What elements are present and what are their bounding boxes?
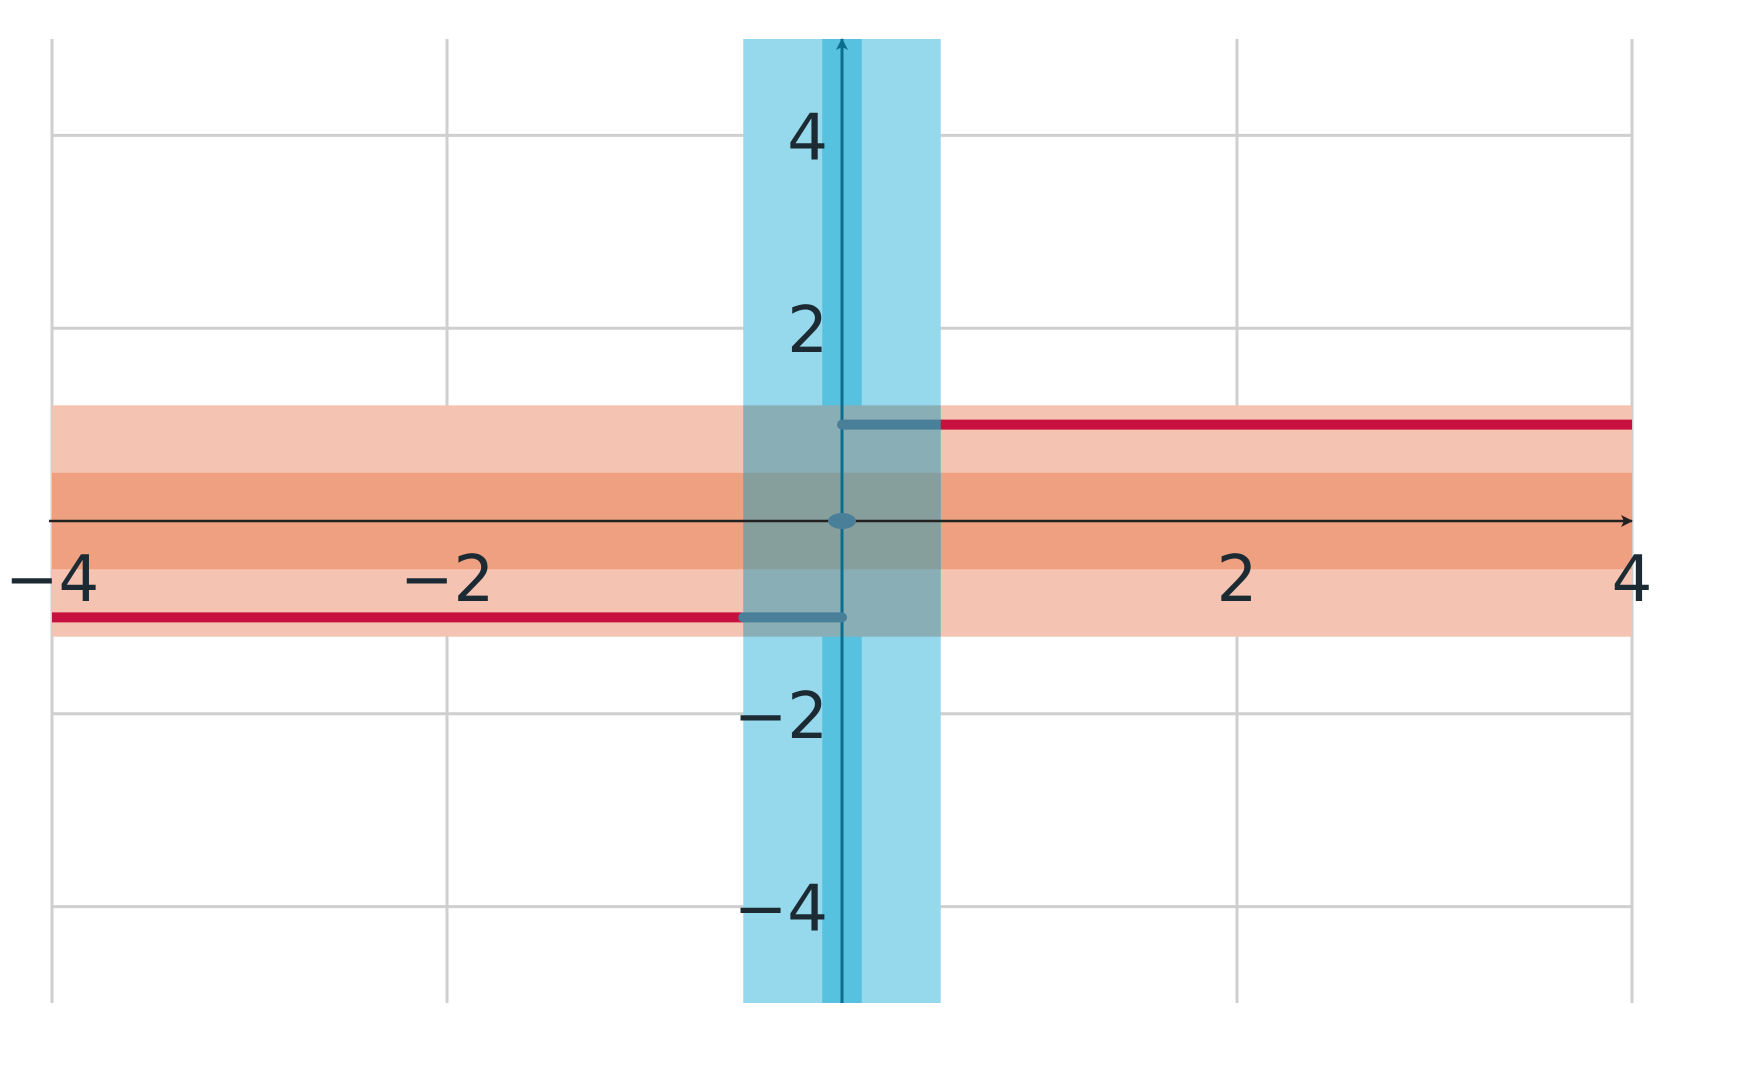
x-tick-label: 4 [1612,543,1653,617]
x-tick-label: 2 [1217,543,1258,617]
tick-labels: −4 −2 2 4 4 2 −2 −4 [5,101,1653,946]
y-tick-label: −2 [734,680,828,754]
y-tick-label: 4 [787,101,828,175]
series [52,419,1632,623]
y-tick-label: −4 [734,873,828,947]
y-tick-label: 2 [787,294,828,368]
data-point [828,513,856,529]
x-tick-label: −4 [5,543,99,617]
x-tick-label: −2 [400,543,494,617]
